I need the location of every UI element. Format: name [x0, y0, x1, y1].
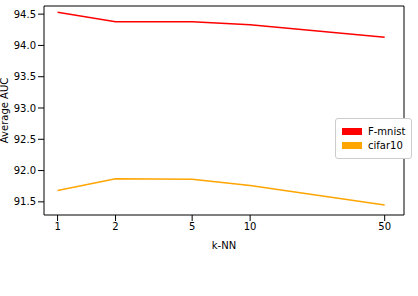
svg-text:92.5: 92.5 [14, 134, 36, 145]
svg-text:92.0: 92.0 [14, 165, 36, 176]
svg-text:k-NN: k-NN [212, 240, 236, 251]
svg-text:2: 2 [112, 221, 118, 232]
svg-text:94.5: 94.5 [14, 9, 36, 20]
html-text:F-mnist: F-mnist [368, 126, 406, 137]
svg-text:93.5: 93.5 [14, 71, 36, 82]
svg-text:50: 50 [378, 221, 391, 232]
svg-text:Average AUC: Average AUC [8, 78, 10, 143]
html-text:cifar10: cifar10 [368, 140, 403, 151]
svg-text:10: 10 [244, 221, 257, 232]
svg-text:91.5: 91.5 [14, 196, 36, 207]
svg-text:93.0: 93.0 [14, 103, 36, 114]
svg-text:94.0: 94.0 [14, 40, 36, 51]
svg-text:5: 5 [189, 221, 195, 232]
svg-text:1: 1 [54, 221, 60, 232]
